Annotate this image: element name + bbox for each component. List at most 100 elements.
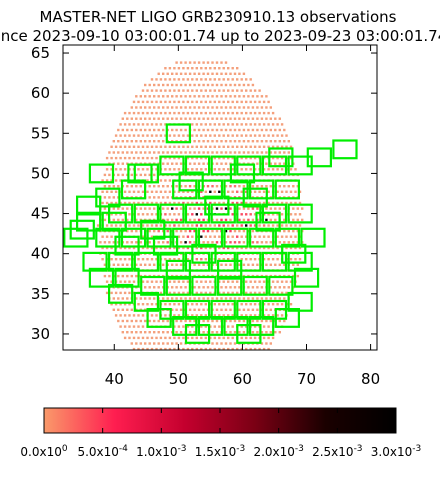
probability-pixel [103,207,107,210]
probability-pixel [137,314,140,317]
probability-pixel [220,117,223,120]
probability-pixel [224,263,228,266]
probability-pixel [110,224,113,227]
probability-pixel [191,235,194,238]
probability-pixel [112,241,115,244]
probability-pixel [135,354,137,356]
probability-pixel [157,140,160,143]
probability-pixel [222,224,225,227]
observation-field [204,195,230,216]
probability-pixel [171,117,174,120]
probability-pixel [188,207,192,210]
probability-pixel [171,95,174,98]
probability-pixel [211,117,214,120]
probability-pixel [227,246,230,250]
probability-pixel [193,95,196,98]
probability-pixel [227,145,230,148]
probability-pixel [231,291,234,295]
probability-pixel [119,134,122,137]
probability-pixel [159,145,163,148]
probability-pixel [153,173,156,177]
probability-pixel [153,342,156,345]
probability-pixel [211,354,213,356]
probability-pixel [200,123,203,126]
probability-pixel [229,263,232,266]
probability-pixel [135,319,138,323]
probability-pixel [231,235,234,238]
probability-pixel [233,72,237,75]
probability-pixel [265,128,268,132]
probability-pixel [218,359,220,361]
probability-pixel [276,303,279,306]
probability-pixel [137,123,140,126]
probability-pixel [206,218,210,222]
probability-pixel [202,106,205,109]
observation-field [223,227,249,248]
probability-pixel [211,128,214,132]
probability-pixel [213,168,216,171]
probability-pixel [247,106,250,109]
probability-pixel [245,145,248,148]
probability-pixel [155,246,158,250]
probability-pixel [276,201,279,205]
probability-pixel [280,156,284,160]
probability-pixel [159,347,163,350]
probability-pixel [256,207,259,210]
probability-pixel [121,263,124,266]
probability-pixel [166,117,169,120]
probability-pixel [220,207,223,210]
probability-pixel [267,347,270,350]
probability-pixel [240,303,243,306]
probability-pixel [269,162,272,165]
probability-pixel [274,218,277,222]
probability-pixel [262,325,266,328]
probability-pixel [137,325,140,328]
probability-pixel [258,359,260,361]
probability-pixel [126,274,129,278]
probability-pixel [132,145,136,148]
probability-pixel [166,342,169,345]
probability-pixel [240,235,243,238]
probability-pixel [148,196,151,199]
probability-pixel [139,173,142,177]
probability-pixel [132,111,136,115]
probability-pixel [298,213,302,216]
probability-pixel [269,297,272,300]
probability-pixel [189,354,191,356]
probability-pixel [245,235,248,238]
probability-pixel [117,319,120,323]
probability-pixel [236,67,239,70]
probability-pixel [242,229,246,233]
probability-pixel [225,376,227,378]
probability-pixel [126,263,129,266]
probability-pixel [202,83,205,87]
probability-pixel [130,140,133,143]
probability-pixel [162,241,165,244]
probability-pixel [164,100,167,104]
probability-pixel [240,168,243,171]
probability-pixel [126,185,129,188]
probability-pixel [177,89,181,92]
probability-pixel [283,319,286,323]
probability-pixel [150,145,154,148]
probability-pixel [222,314,225,317]
probability-pixel [218,100,221,104]
probability-pixel [197,117,201,120]
probability-pixel [289,201,293,205]
probability-pixel [215,72,219,75]
probability-pixel [238,72,241,75]
probability-pixel [171,365,173,367]
probability-pixel [155,201,158,205]
probability-pixel [153,354,155,356]
probability-pixel [274,140,277,143]
probability-pixel [242,95,246,98]
probability-pixel [224,151,228,154]
probability-pixel [229,331,232,334]
probability-pixel [276,246,279,250]
probability-pixel [265,185,268,188]
probability-pixel [164,190,167,193]
probability-pixel [114,258,118,261]
probability-pixel [261,354,263,356]
probability-pixel [103,185,107,188]
